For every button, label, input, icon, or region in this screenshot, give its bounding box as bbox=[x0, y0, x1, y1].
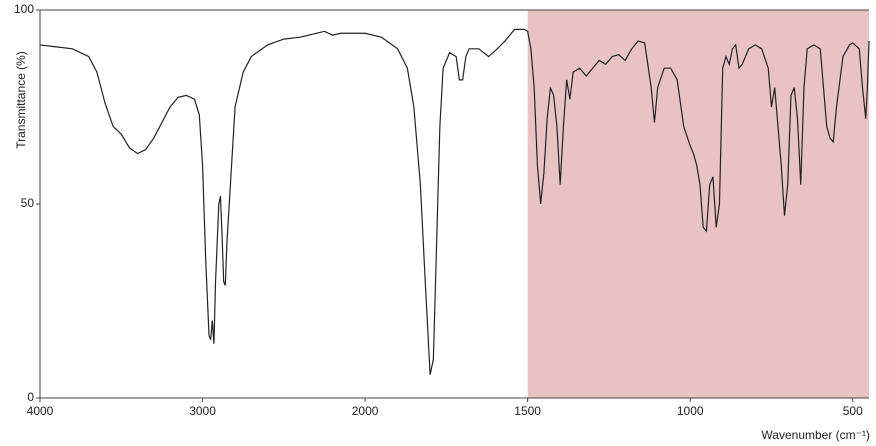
y-tick-label: 50 bbox=[21, 196, 35, 210]
x-tick-label: 2000 bbox=[352, 404, 379, 418]
x-tick-label: 500 bbox=[843, 404, 863, 418]
spectrum-line bbox=[39, 28, 870, 375]
y-tick-label: 100 bbox=[14, 2, 34, 16]
y-tick-label: 0 bbox=[27, 390, 34, 404]
x-axis-label: Wavenumber (cm⁻¹) bbox=[761, 428, 870, 442]
x-tick-label: 1500 bbox=[514, 404, 541, 418]
y-axis-label: Transmittance (%) bbox=[14, 51, 28, 149]
x-tick-label: 4000 bbox=[27, 404, 54, 418]
x-tick-label: 1000 bbox=[677, 404, 704, 418]
x-tick-label: 3000 bbox=[189, 404, 216, 418]
